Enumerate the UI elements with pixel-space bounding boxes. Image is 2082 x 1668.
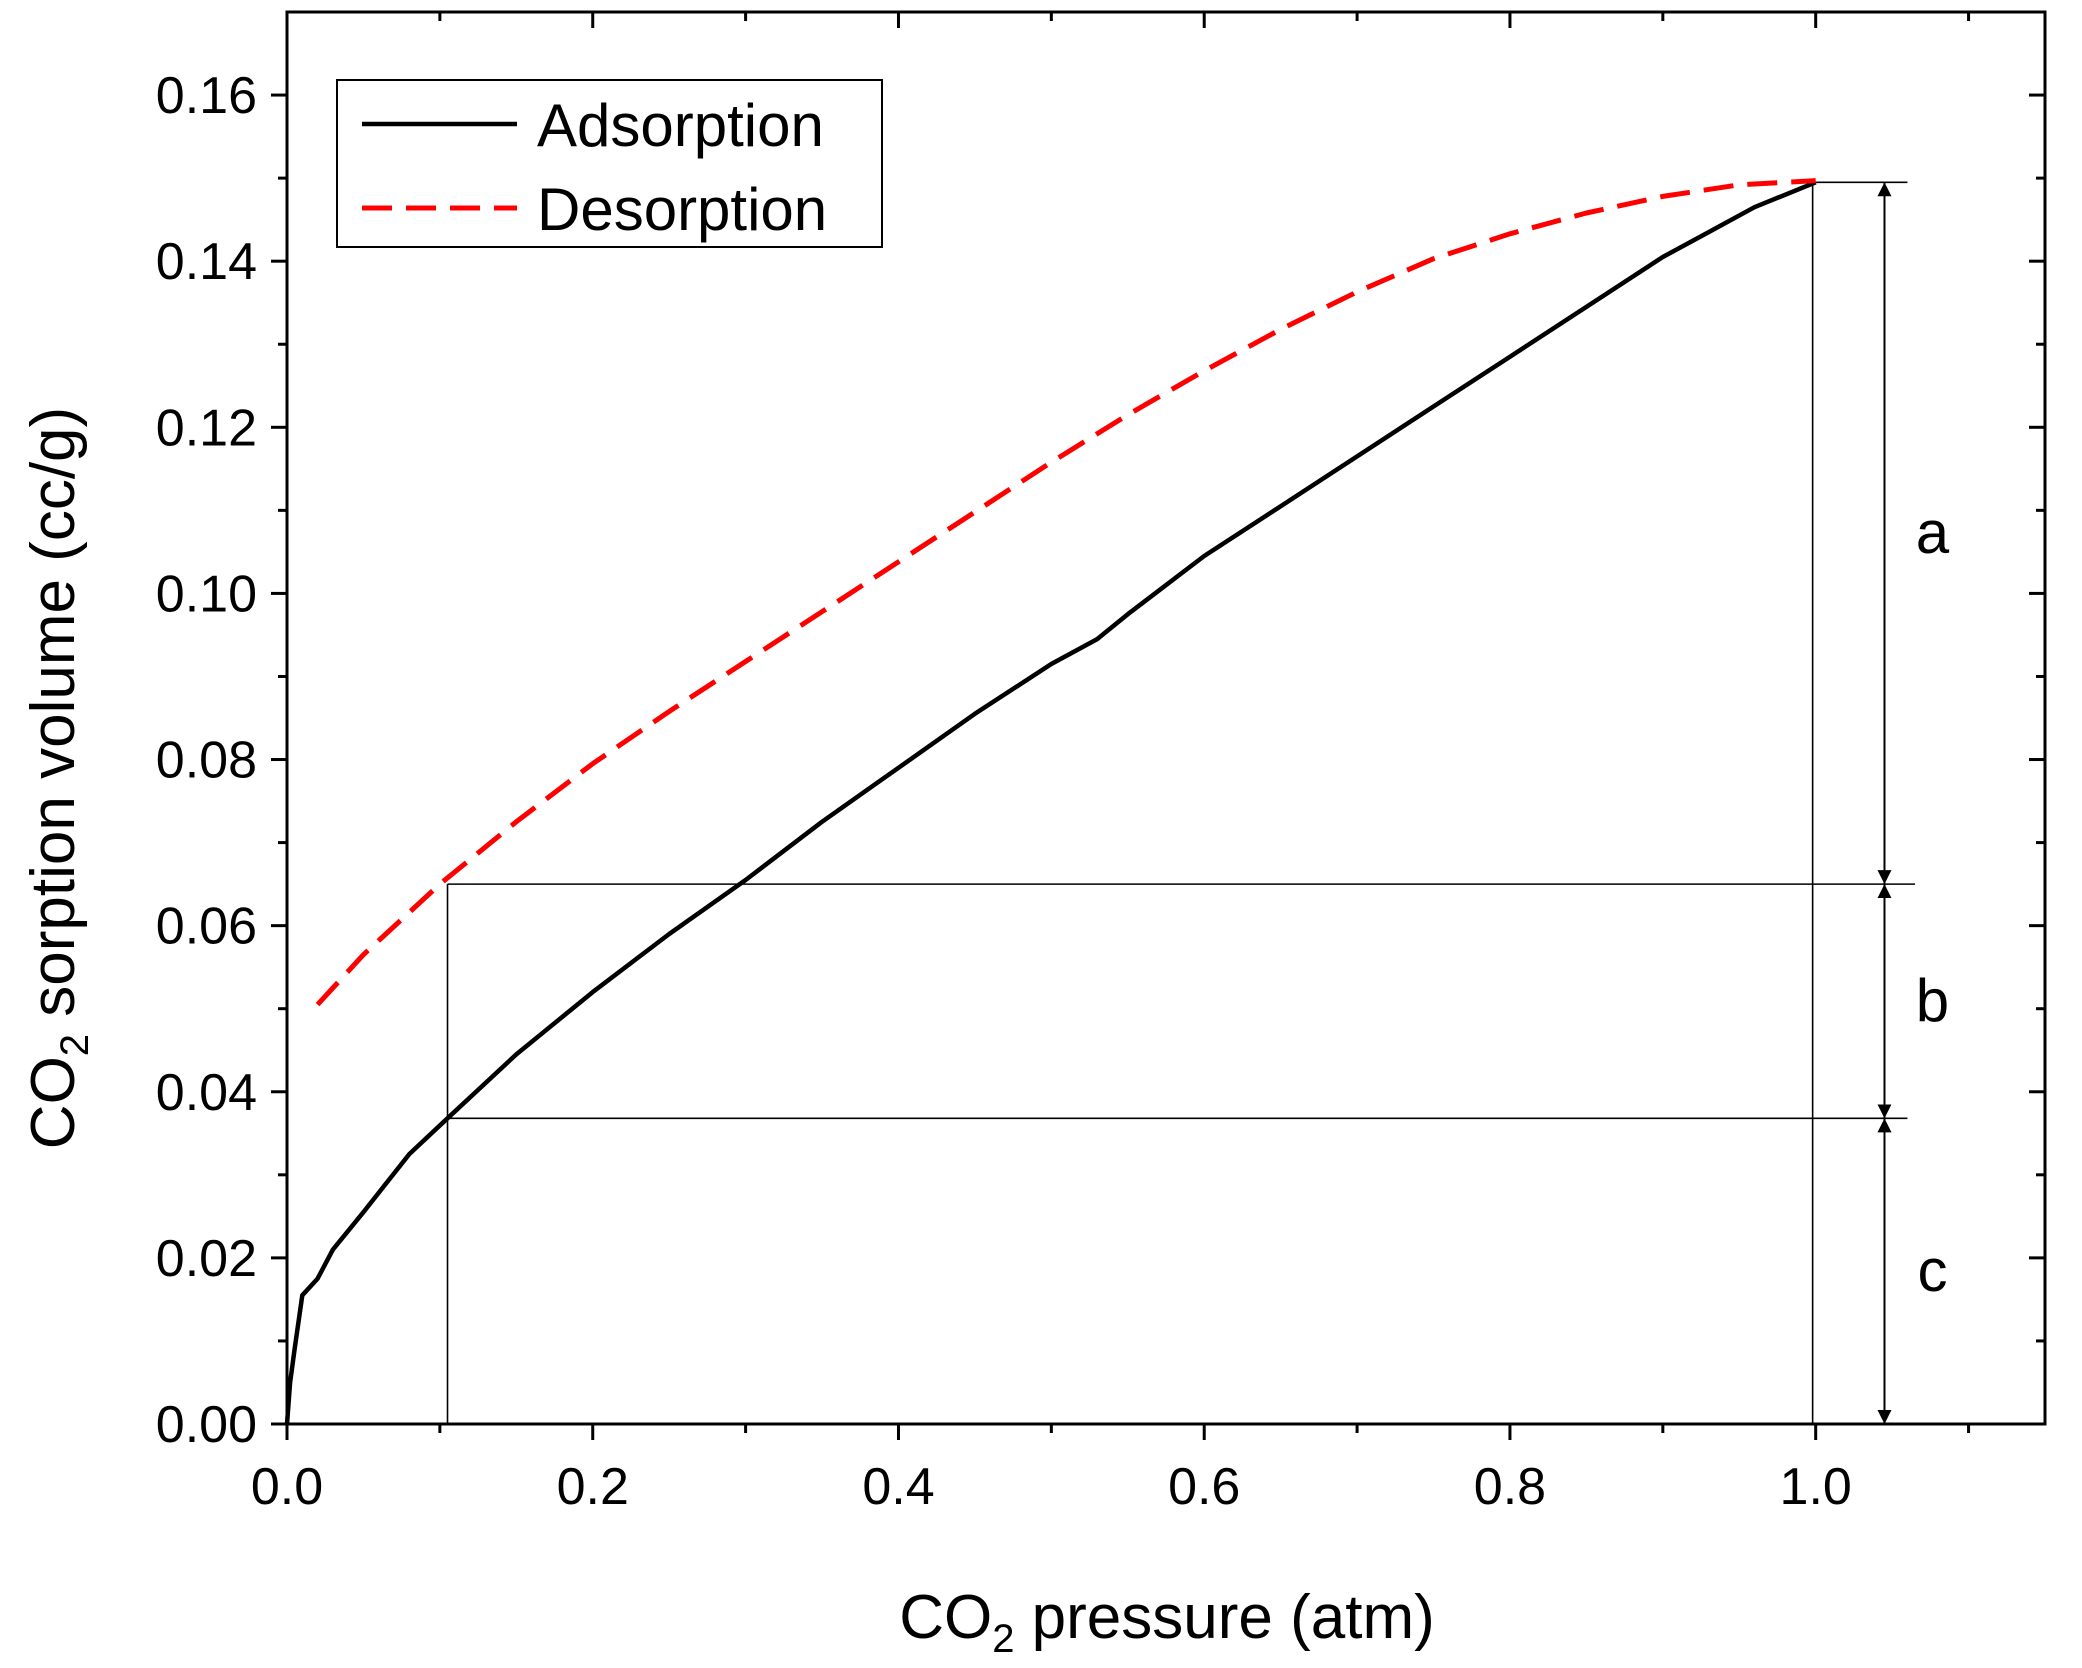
y-axis-title-subscript: 2 bbox=[53, 1034, 97, 1056]
series-line-adsorption bbox=[284, 180, 1817, 1425]
y-axis-title: CO2 sorption volume (cc/g) bbox=[19, 407, 97, 1149]
x-axis: 0.0 0.2 0.4 0.6 0.8 1.0 bbox=[251, 12, 1971, 1516]
y-tick-label: 0.04 bbox=[156, 1064, 257, 1122]
data-series bbox=[284, 178, 1817, 1425]
legend-box bbox=[336, 79, 883, 248]
range-brackets: a b c bbox=[1877, 182, 1950, 1424]
x-tick-label: 0.2 bbox=[557, 1458, 629, 1516]
y-tick-label: 0.00 bbox=[156, 1396, 257, 1454]
y-tick-label: 0.08 bbox=[156, 732, 257, 790]
x-tick-label: 0.0 bbox=[251, 1458, 323, 1516]
y-tick-label: 0.06 bbox=[156, 898, 257, 956]
x-axis-title: CO2 pressure (atm) bbox=[899, 1583, 1435, 1661]
x-tick-label: 0.8 bbox=[1474, 1458, 1546, 1516]
bracket-label-c: c bbox=[1917, 1237, 1947, 1304]
y-tick-label: 0.16 bbox=[156, 67, 257, 125]
x-axis-title-rest: pressure (atm) bbox=[1014, 1583, 1434, 1652]
reference-lines bbox=[446, 181, 1916, 1424]
y-axis-title-rest: sorption volume (cc/g) bbox=[19, 407, 88, 1034]
y-axis: 0.00 0.02 0.04 0.06 0.08 0.10 0.12 0.14 0.16 bbox=[156, 67, 2045, 1454]
y-tick-label: 0.10 bbox=[156, 565, 257, 623]
legend-label-desorption: Desorption bbox=[537, 176, 827, 243]
bracket-label-b: b bbox=[1916, 967, 1949, 1034]
plot-frame bbox=[285, 10, 2047, 1426]
y-axis-title-main: CO bbox=[19, 1056, 88, 1149]
x-axis-title-main: CO bbox=[899, 1583, 992, 1652]
x-tick-label: 0.6 bbox=[1168, 1458, 1240, 1516]
y-tick-label: 0.14 bbox=[156, 233, 257, 291]
x-axis-title-subscript: 2 bbox=[992, 1617, 1014, 1661]
legend-label-adsorption: Adsorption bbox=[537, 92, 824, 159]
y-tick-label: 0.02 bbox=[156, 1230, 257, 1288]
x-tick-label: 1.0 bbox=[1780, 1458, 1852, 1516]
x-tick-label: 0.4 bbox=[862, 1458, 934, 1516]
plot-area bbox=[285, 10, 2047, 1426]
legend: Adsorption Desorption bbox=[336, 79, 883, 248]
bracket-label-a: a bbox=[1916, 499, 1950, 566]
y-tick-label: 0.12 bbox=[156, 399, 257, 457]
